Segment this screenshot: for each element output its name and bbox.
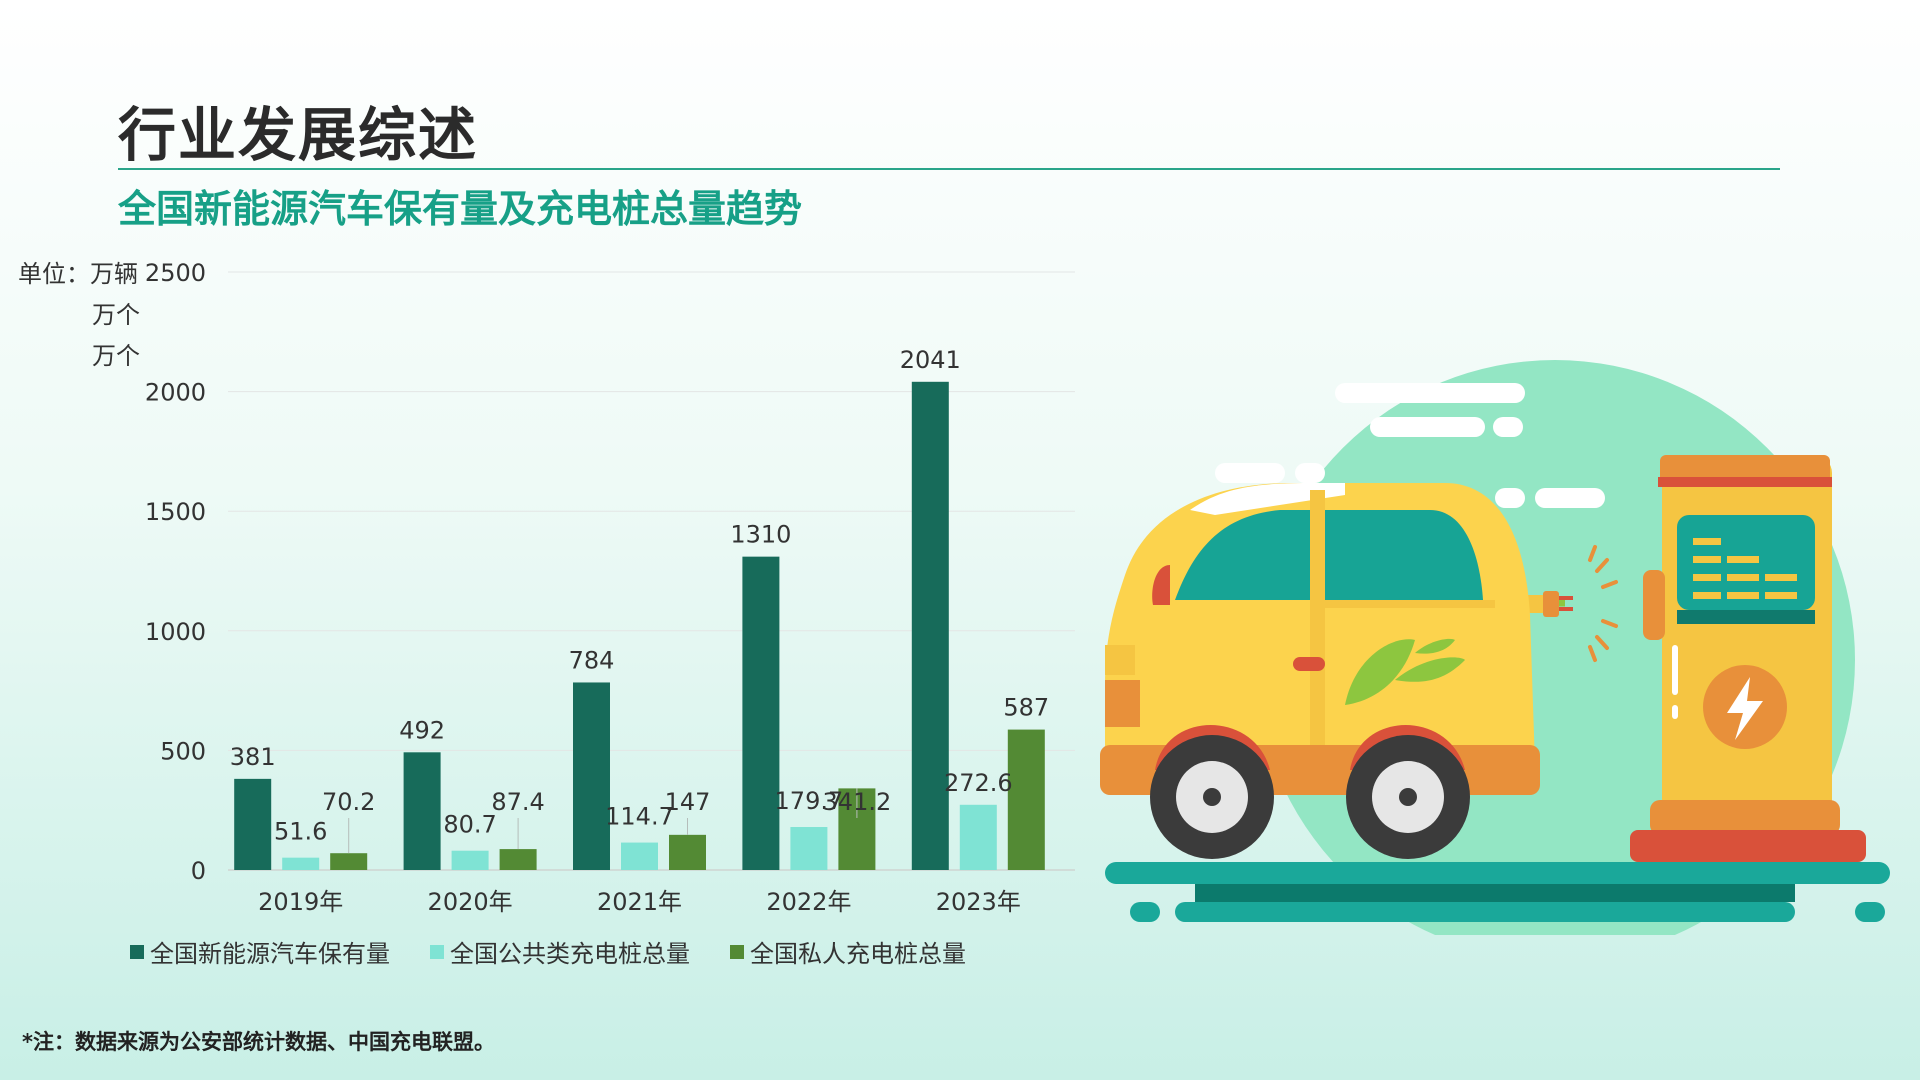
legend-label-vehicles: 全国新能源汽车保有量 [150, 940, 390, 968]
footnote: *注：数据来源为公安部统计数据、中国充电联盟。 [22, 1030, 495, 1054]
legend-label-public-piles: 全国公共类充电桩总量 [450, 940, 690, 968]
data-label-private-piles: 341.2 [823, 788, 892, 816]
bar-public-piles [621, 842, 658, 870]
bar-vehicles [911, 381, 949, 870]
data-label-public-piles: 272.6 [944, 769, 1013, 797]
x-axis: 2019年 2020年 2021年 2022年 2023年 [258, 888, 1021, 916]
bar-private-piles [1007, 729, 1045, 870]
data-label-vehicles: 381 [230, 743, 276, 771]
charging-station [1630, 455, 1866, 862]
legend-item-vehicles[interactable]: 全国新能源汽车保有量 [130, 934, 390, 969]
car-wheels [1150, 735, 1470, 859]
legend-item-public-piles[interactable]: 全国公共类充电桩总量 [430, 934, 690, 969]
y-tick-label: 1500 [145, 498, 206, 526]
y-tick-label: 0 [191, 857, 206, 885]
x-tick-label: 2022年 [766, 888, 851, 916]
clouds [1215, 383, 1605, 508]
x-tick-label: 2023年 [936, 888, 1021, 916]
bar-public-piles [790, 827, 828, 870]
data-label-private-piles: 587 [1003, 694, 1049, 722]
data-label-public-piles: 114.7 [605, 803, 674, 831]
bar-vehicles [742, 556, 780, 870]
data-label-public-piles: 179.7 [775, 787, 844, 815]
data-label-private-piles: 70.2 [322, 788, 375, 816]
legend-swatch-vehicles [130, 944, 144, 959]
bar-private-piles [499, 849, 537, 870]
y-tick-label: 2500 [145, 259, 206, 287]
legend-item-private-piles[interactable]: 全国私人充电桩总量 [730, 934, 966, 969]
chart-legend: 全国新能源汽车保有量 全国公共类充电桩总量 全国私人充电桩总量 [130, 934, 966, 969]
data-label-vehicles: 2041 [900, 346, 961, 374]
x-tick-label: 2021年 [597, 888, 682, 916]
data-label-public-piles: 80.7 [443, 811, 496, 839]
unit-vehicles: 万辆 [90, 260, 138, 288]
x-tick-label: 2020年 [428, 888, 513, 916]
data-label-vehicles: 492 [399, 716, 445, 744]
data-label-vehicles: 784 [569, 646, 615, 674]
x-tick-label: 2019年 [258, 888, 343, 916]
bar-vehicles [234, 778, 272, 870]
unit-label: 单位： [18, 260, 90, 288]
y-tick-label: 1000 [145, 618, 206, 646]
bar-vehicles [573, 682, 610, 870]
ground [1105, 862, 1890, 922]
unit-labels: 单位：万辆 万个 万个 [18, 254, 148, 377]
legend-swatch-public-piles [430, 944, 444, 959]
lightning-icon [1727, 677, 1763, 740]
electric-car [1100, 483, 1540, 795]
data-label-vehicles: 1310 [730, 521, 791, 549]
unit-row-1: 单位：万辆 [18, 254, 148, 295]
chart-subtitle: 全国新能源汽车保有量及充电桩总量趋势 [118, 187, 803, 231]
bar-private-piles [330, 853, 368, 870]
bar-chart: 0 500 1000 1500 2000 2500 381 51.670.2 492 80.78… [145, 259, 1075, 916]
page-title: 行业发展综述 [118, 101, 479, 169]
bar-public-piles [282, 857, 320, 870]
legend-swatch-private-piles [730, 944, 744, 959]
data-label-private-piles: 87.4 [491, 788, 544, 816]
bar-private-piles [669, 834, 706, 870]
data-label-public-piles: 51.6 [274, 818, 327, 846]
bars [234, 381, 1045, 870]
electric-car-charging-icon [1100, 360, 1890, 935]
y-axis: 0 500 1000 1500 2000 2500 [145, 259, 1075, 885]
bar-vehicles [403, 752, 441, 870]
bar-public-piles [451, 850, 489, 870]
data-label-private-piles: 147 [665, 788, 711, 816]
y-tick-label: 500 [160, 737, 206, 765]
bar-public-piles [959, 804, 997, 870]
title-divider [118, 168, 1780, 170]
legend-label-private-piles: 全国私人充电桩总量 [750, 940, 966, 968]
unit-private-piles: 万个 [92, 342, 140, 370]
y-tick-label: 2000 [145, 379, 206, 407]
unit-public-piles: 万个 [92, 301, 140, 329]
